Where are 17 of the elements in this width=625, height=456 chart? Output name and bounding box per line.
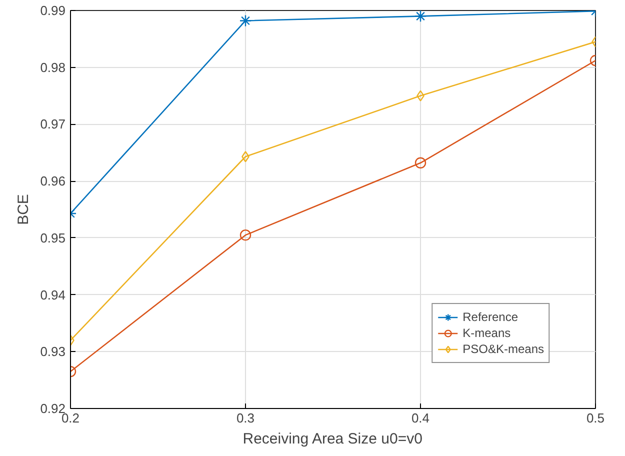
x-tick-label: 0.5 (586, 410, 605, 426)
x-tick-label: 0.3 (236, 410, 255, 426)
y-tick-label: 0.94 (40, 287, 66, 302)
y-tick-label: 0.97 (40, 116, 66, 132)
point (414, 10, 427, 22)
point (239, 14, 252, 27)
y-tick-label: 0.98 (40, 60, 66, 75)
y-tick-label: 0.93 (40, 344, 66, 360)
y-tick-label: 0.99 (40, 3, 66, 18)
legend-label: PSO&K-means (462, 341, 544, 357)
y-axis-title: BCE (15, 194, 32, 225)
legend-label: Reference (462, 309, 518, 325)
x-tick-label: 0.4 (411, 410, 430, 426)
y-tick-label: 0.95 (40, 230, 66, 246)
x-axis-title: Receiving Area Size u0=v0 (242, 430, 422, 448)
legend-label: K-means (462, 325, 511, 341)
y-tick-label: 0.96 (40, 174, 66, 189)
